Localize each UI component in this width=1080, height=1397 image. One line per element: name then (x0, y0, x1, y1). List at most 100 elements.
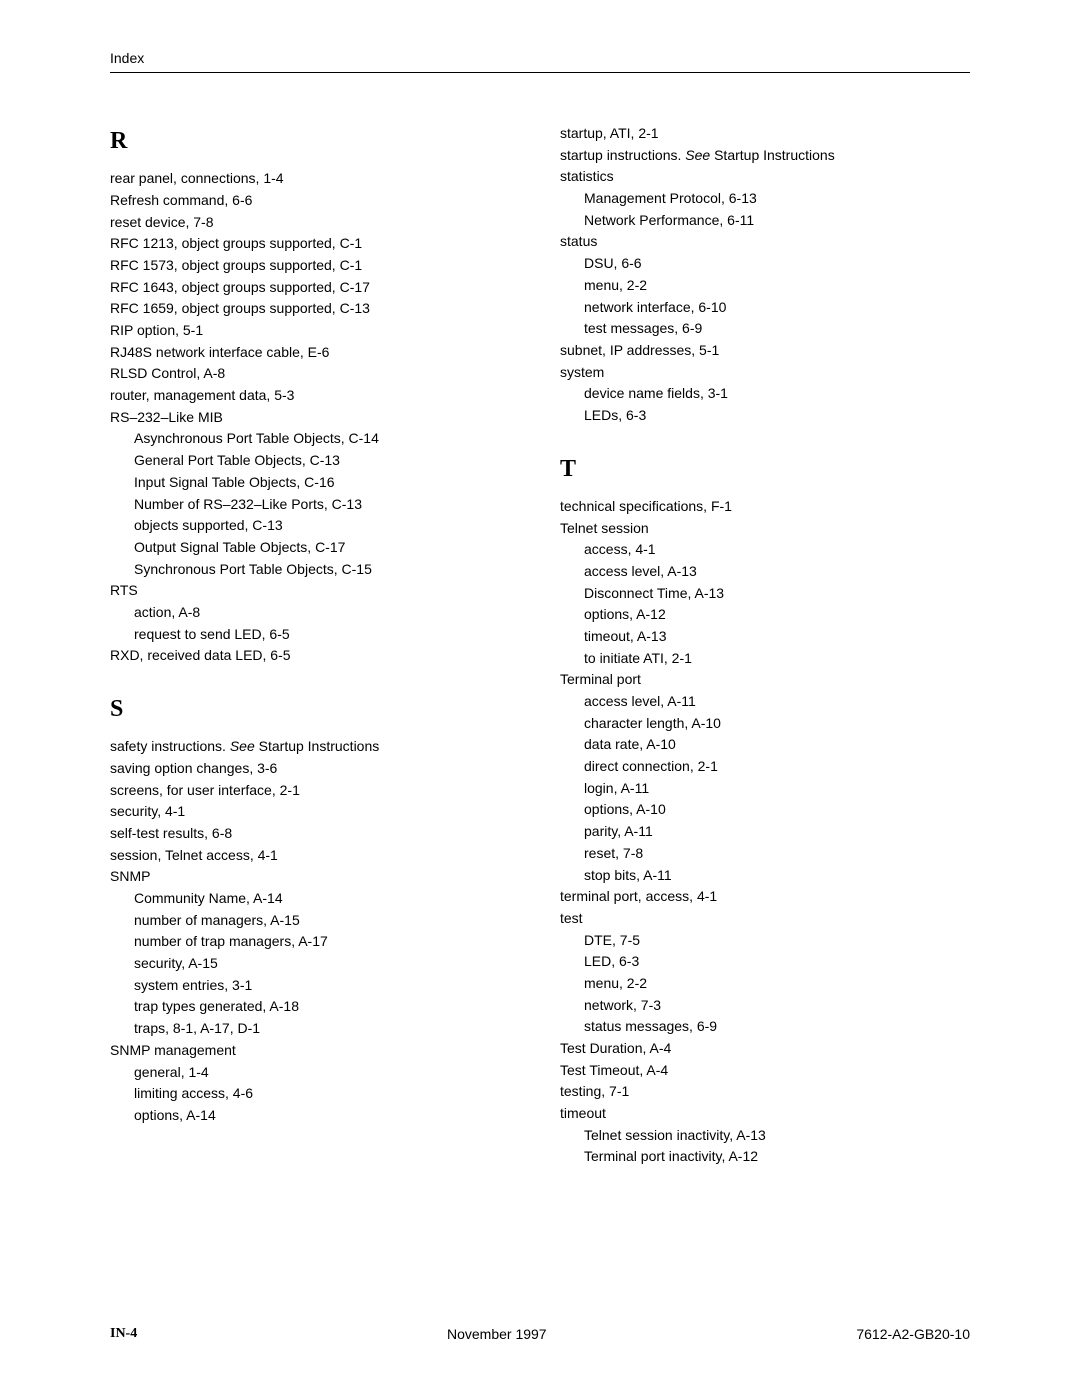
see-reference: See (230, 738, 255, 754)
index-subentry: action, A-8 (110, 602, 520, 624)
index-subentry: options, A-10 (560, 799, 970, 821)
index-subentry: LED, 6-3 (560, 951, 970, 973)
index-subentry: traps, 8-1, A-17, D-1 (110, 1018, 520, 1040)
index-subentry: parity, A-11 (560, 821, 970, 843)
index-entry: test (560, 908, 970, 930)
index-subentry: LEDs, 6-3 (560, 405, 970, 427)
index-entry: RS–232–Like MIB (110, 407, 520, 429)
right-column: startup, ATI, 2-1 startup instructions. … (560, 123, 970, 1168)
section-letter-r: R (110, 123, 520, 160)
index-subentry: access level, A-11 (560, 691, 970, 713)
entry-text: safety instructions. (110, 738, 230, 754)
index-subentry: DSU, 6-6 (560, 253, 970, 275)
index-entry: RLSD Control, A-8 (110, 363, 520, 385)
index-entry: RFC 1659, object groups supported, C-13 (110, 298, 520, 320)
index-subentry: network, 7-3 (560, 995, 970, 1017)
index-entry: rear panel, connections, 1-4 (110, 168, 520, 190)
index-subentry: Management Protocol, 6-13 (560, 188, 970, 210)
index-entry: RXD, received data LED, 6-5 (110, 645, 520, 667)
index-entry: RIP option, 5-1 (110, 320, 520, 342)
index-subentry: Output Signal Table Objects, C-17 (110, 537, 520, 559)
index-entry: screens, for user interface, 2-1 (110, 780, 520, 802)
index-entry: safety instructions. See Startup Instruc… (110, 736, 520, 758)
index-entry: RJ48S network interface cable, E-6 (110, 342, 520, 364)
index-subentry: Telnet session inactivity, A-13 (560, 1125, 970, 1147)
index-subentry: Terminal port inactivity, A-12 (560, 1146, 970, 1168)
entry-text: Startup Instructions (710, 147, 835, 163)
index-subentry: trap types generated, A-18 (110, 996, 520, 1018)
footer-date: November 1997 (447, 1326, 547, 1342)
index-subentry: Network Performance, 6-11 (560, 210, 970, 232)
index-subentry: General Port Table Objects, C-13 (110, 450, 520, 472)
index-entry: session, Telnet access, 4-1 (110, 845, 520, 867)
index-columns: R rear panel, connections, 1-4 Refresh c… (110, 123, 970, 1168)
index-entry: RFC 1573, object groups supported, C-1 (110, 255, 520, 277)
header-rule (110, 72, 970, 73)
index-entry: subnet, IP addresses, 5-1 (560, 340, 970, 362)
index-entry: SNMP management (110, 1040, 520, 1062)
index-subentry: objects supported, C-13 (110, 515, 520, 537)
index-subentry: network interface, 6-10 (560, 297, 970, 319)
index-subentry: direct connection, 2-1 (560, 756, 970, 778)
document-id: 7612-A2-GB20-10 (856, 1326, 970, 1342)
left-column: R rear panel, connections, 1-4 Refresh c… (110, 123, 520, 1168)
index-entry: RTS (110, 580, 520, 602)
index-subentry: Community Name, A-14 (110, 888, 520, 910)
index-entry: RFC 1643, object groups supported, C-17 (110, 277, 520, 299)
index-subentry: general, 1-4 (110, 1062, 520, 1084)
index-subentry: menu, 2-2 (560, 275, 970, 297)
index-entry: system (560, 362, 970, 384)
index-entry: terminal port, access, 4-1 (560, 886, 970, 908)
index-subentry: Disconnect Time, A-13 (560, 583, 970, 605)
index-subentry: access level, A-13 (560, 561, 970, 583)
index-subentry: login, A-11 (560, 778, 970, 800)
index-subentry: access, 4-1 (560, 539, 970, 561)
index-subentry: test messages, 6-9 (560, 318, 970, 340)
index-entry: Refresh command, 6-6 (110, 190, 520, 212)
index-subentry: security, A-15 (110, 953, 520, 975)
index-entry: startup, ATI, 2-1 (560, 123, 970, 145)
index-entry: statistics (560, 166, 970, 188)
index-entry: RFC 1213, object groups supported, C-1 (110, 233, 520, 255)
index-subentry: data rate, A-10 (560, 734, 970, 756)
index-subentry: menu, 2-2 (560, 973, 970, 995)
index-entry: router, management data, 5-3 (110, 385, 520, 407)
index-subentry: reset, 7-8 (560, 843, 970, 865)
entry-text: startup instructions. (560, 147, 685, 163)
index-subentry: status messages, 6-9 (560, 1016, 970, 1038)
index-subentry: device name fields, 3-1 (560, 383, 970, 405)
index-subentry: character length, A-10 (560, 713, 970, 735)
index-subentry: timeout, A-13 (560, 626, 970, 648)
index-subentry: stop bits, A-11 (560, 865, 970, 887)
see-reference: See (685, 147, 710, 163)
index-subentry: Number of RS–232–Like Ports, C-13 (110, 494, 520, 516)
index-subentry: options, A-14 (110, 1105, 520, 1127)
index-entry: Test Duration, A-4 (560, 1038, 970, 1060)
index-entry: Telnet session (560, 518, 970, 540)
index-entry: startup instructions. See Startup Instru… (560, 145, 970, 167)
index-subentry: Synchronous Port Table Objects, C-15 (110, 559, 520, 581)
section-letter-s: S (110, 691, 520, 728)
index-entry: status (560, 231, 970, 253)
page-footer: IN-4 November 1997 7612-A2-GB20-10 (110, 1326, 970, 1342)
index-entry: technical specifications, F-1 (560, 496, 970, 518)
index-subentry: number of managers, A-15 (110, 910, 520, 932)
index-entry: saving option changes, 3-6 (110, 758, 520, 780)
entry-text: Startup Instructions (255, 738, 380, 754)
index-subentry: system entries, 3-1 (110, 975, 520, 997)
index-subentry: to initiate ATI, 2-1 (560, 648, 970, 670)
page-number: IN-4 (110, 1326, 137, 1342)
index-entry: reset device, 7-8 (110, 212, 520, 234)
index-subentry: request to send LED, 6-5 (110, 624, 520, 646)
section-letter-t: T (560, 451, 970, 488)
index-subentry: Input Signal Table Objects, C-16 (110, 472, 520, 494)
index-subentry: Asynchronous Port Table Objects, C-14 (110, 428, 520, 450)
index-entry: Terminal port (560, 669, 970, 691)
index-entry: security, 4-1 (110, 801, 520, 823)
index-entry: timeout (560, 1103, 970, 1125)
index-entry: SNMP (110, 866, 520, 888)
index-subentry: DTE, 7-5 (560, 930, 970, 952)
header-label: Index (110, 50, 970, 66)
index-entry: self-test results, 6-8 (110, 823, 520, 845)
index-subentry: limiting access, 4-6 (110, 1083, 520, 1105)
